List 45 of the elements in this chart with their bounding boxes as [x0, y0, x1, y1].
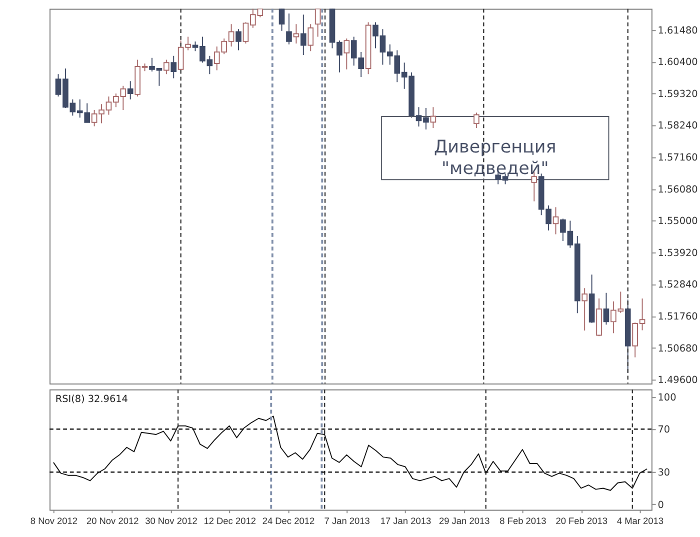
y-tick-label: 0	[658, 500, 664, 511]
line-series	[52, 416, 648, 491]
candlestick	[236, 28, 242, 51]
y-tick-label: 1.49600	[658, 375, 698, 386]
candlestick	[164, 59, 170, 75]
candlestick	[127, 80, 134, 100]
y-tick-label: 1.61480	[658, 25, 698, 36]
x-tick-label: 24 Dec 2012	[262, 516, 315, 526]
candlestick	[603, 292, 610, 326]
y-tick-label: 100	[658, 392, 676, 404]
candlestick	[582, 288, 588, 332]
x-tick-label: 12 Dec 2012	[204, 516, 256, 526]
y-tick-label: 1.57160	[658, 152, 698, 164]
x-tick-label: 29 Jan 2013	[438, 516, 490, 526]
x-tick-label: 8 Nov 2012	[30, 516, 78, 526]
y-tick-label: 1.51760	[658, 312, 698, 322]
x-tick-label: 7 Jan 2013	[324, 516, 370, 526]
candlestick	[314, 8, 321, 38]
candlestick	[474, 112, 480, 128]
y-tick-label: 1.59320	[658, 88, 698, 100]
y-tick-label: 1.55000	[658, 216, 698, 228]
y-tick-label: 1.50680	[658, 343, 698, 354]
candlestick	[430, 106, 436, 128]
candlestick	[300, 14, 306, 56]
x-tick-label: 17 Jan 2013	[380, 516, 432, 526]
candlestick	[170, 55, 177, 79]
candlestick	[344, 38, 350, 70]
x-tick-label: 4 Mar 2013	[616, 516, 664, 526]
annotation: Дивергенция "медведей"	[434, 137, 556, 179]
x-tick-label: 20 Nov 2012	[86, 516, 139, 526]
y-tick-label: 1.53920	[658, 248, 698, 259]
y-tick-label: 1.52840	[658, 280, 698, 291]
candlestick	[552, 206, 559, 235]
candlestick	[308, 24, 314, 52]
y-tick-label: 30	[658, 468, 670, 479]
candlestick	[286, 12, 292, 45]
x-tick-label: 20 Feb 2013	[556, 516, 608, 526]
y-tick-label: 70	[658, 424, 670, 436]
y-tick-label: 1.58240	[658, 120, 698, 132]
candlestick	[278, 8, 285, 32]
x-tick-label: 30 Nov 2012	[145, 516, 198, 526]
y-tick-label: 1.56080	[658, 184, 698, 196]
chart-title: RSI(8) 32.9614	[55, 394, 128, 405]
y-tick-label: 1.60400	[658, 57, 698, 68]
x-tick-label: 8 Feb 2013	[500, 516, 546, 526]
